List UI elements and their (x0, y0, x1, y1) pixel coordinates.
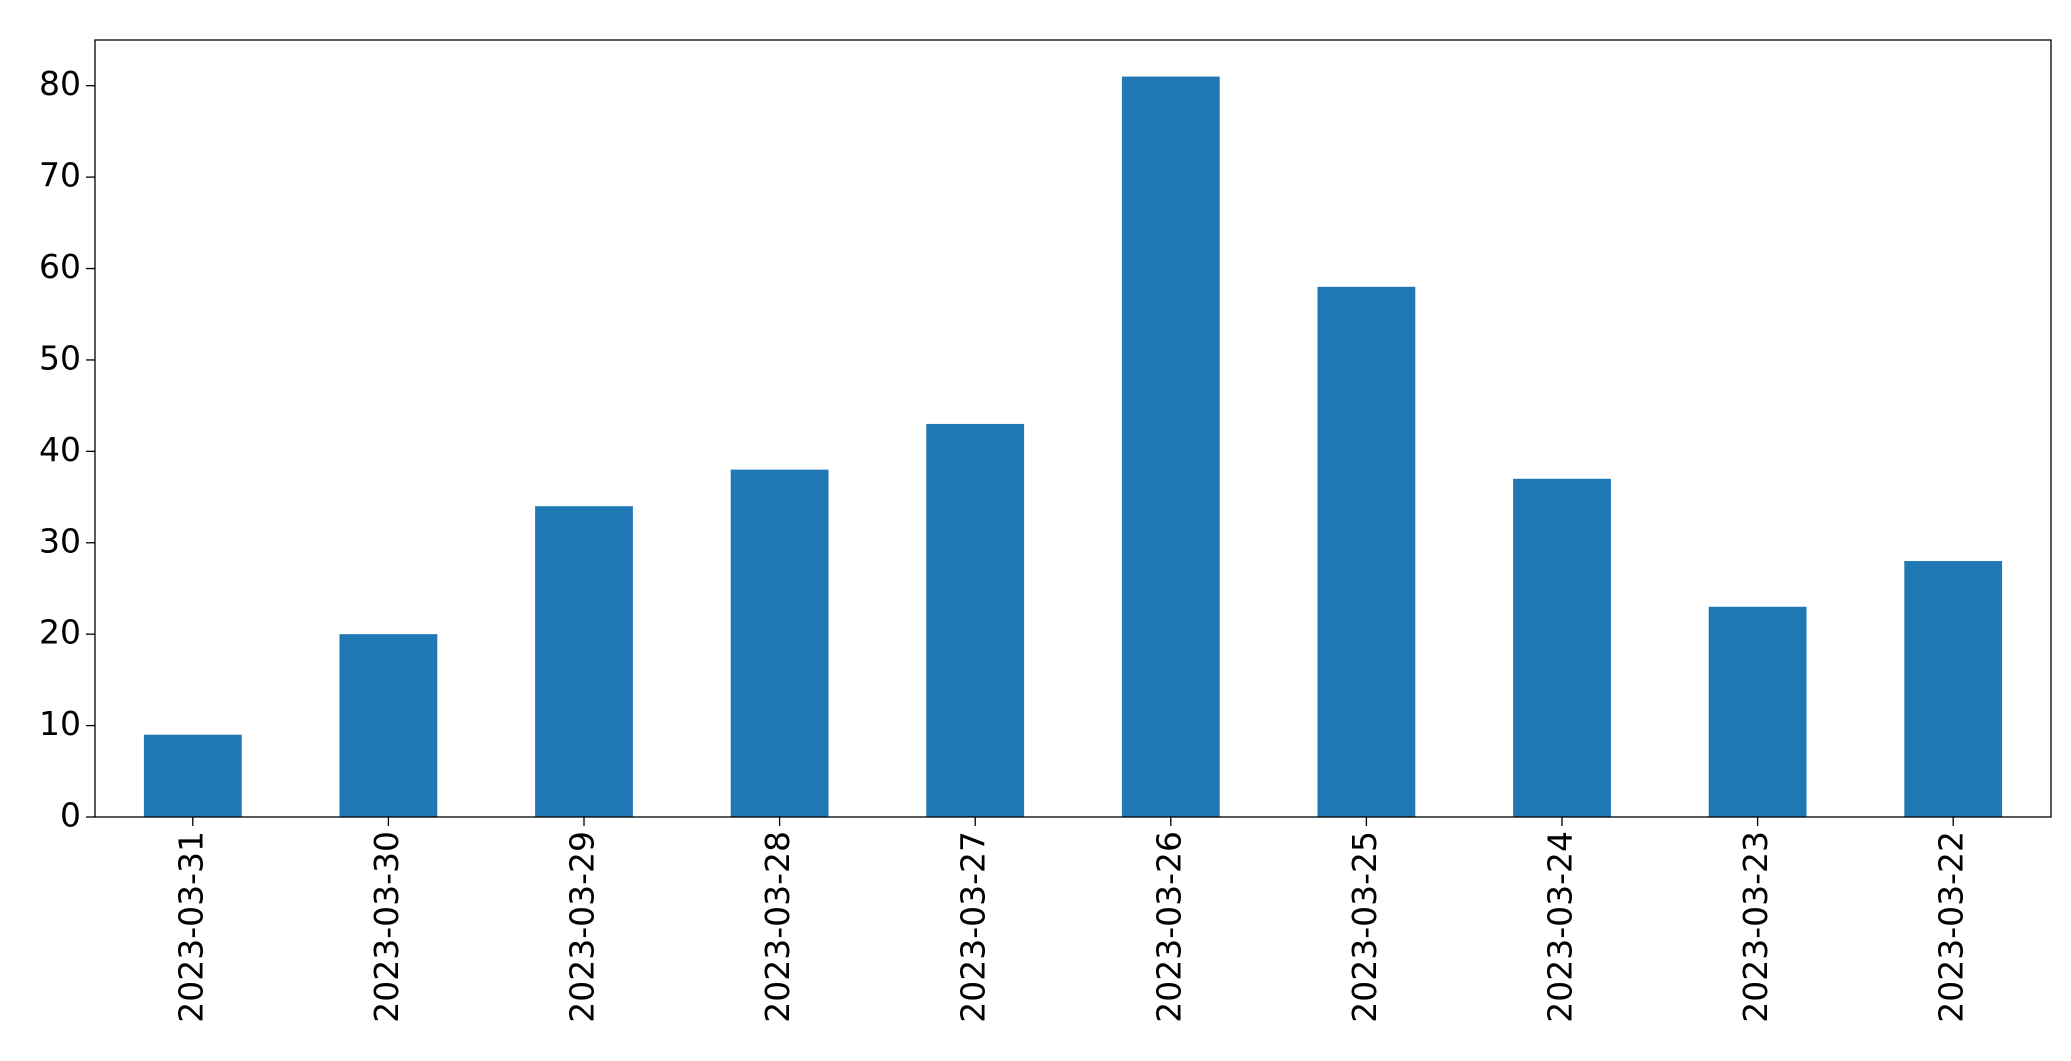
bar (926, 423, 1025, 817)
y-tick-label: 80 (39, 64, 81, 103)
y-tick-label: 10 (39, 704, 81, 743)
bar (143, 734, 242, 817)
y-tick-label: 30 (39, 521, 81, 560)
bar (730, 469, 829, 817)
bar (1513, 478, 1611, 817)
y-tick-label: 0 (60, 796, 81, 835)
x-tick-label: 2023-03-23 (1736, 831, 1775, 1023)
bar (339, 634, 438, 817)
bar (1708, 606, 1807, 817)
x-tick-label: 2023-03-25 (1345, 831, 1384, 1023)
x-tick-label: 2023-03-30 (367, 831, 406, 1023)
bar (1121, 76, 1220, 818)
y-tick-label: 50 (39, 338, 81, 377)
bar (1317, 286, 1416, 817)
x-tick-label: 2023-03-31 (171, 831, 210, 1023)
bar (535, 506, 633, 817)
x-tick-label: 2023-03-29 (563, 831, 602, 1023)
y-tick-label: 20 (39, 613, 81, 652)
x-tick-label: 2023-03-27 (954, 831, 993, 1023)
y-tick-label: 40 (39, 430, 81, 469)
bar (1904, 561, 2003, 817)
plot-frame (94, 39, 2052, 818)
x-tick-label: 2023-03-22 (1932, 831, 1971, 1023)
x-tick-label: 2023-03-26 (1149, 831, 1188, 1023)
y-tick-label: 70 (39, 156, 81, 195)
x-tick-label: 2023-03-28 (758, 831, 797, 1023)
y-tick-label: 60 (39, 247, 81, 286)
x-tick-label: 2023-03-24 (1541, 831, 1580, 1023)
